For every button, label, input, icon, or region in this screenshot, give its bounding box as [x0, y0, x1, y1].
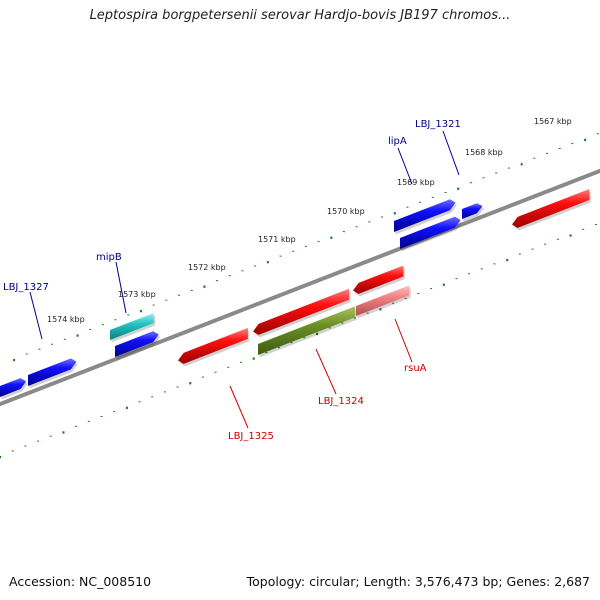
- scale-tick-label: 1571 kbp: [258, 235, 296, 244]
- genome-backbone: [0, 168, 600, 407]
- gene-label[interactable]: LBJ_1327: [3, 282, 49, 293]
- gene-arrow[interactable]: [178, 327, 248, 364]
- gene-label[interactable]: lipA: [388, 136, 407, 147]
- scale-tick-label: 1567 kbp: [534, 117, 572, 126]
- label-leader-line: [29, 291, 43, 340]
- gene-arrow-highlight[interactable]: [356, 285, 410, 316]
- gene-arrow[interactable]: [400, 216, 461, 249]
- scale-tick-label: 1573 kbp: [118, 290, 156, 299]
- gene-arrow[interactable]: [353, 265, 404, 294]
- label-leader-line: [442, 130, 460, 176]
- scale-tick-label: 1569 kbp: [397, 178, 435, 187]
- label-leader-line: [229, 385, 249, 429]
- scale-labels: 1567 kbp 1568 kbp 1569 kbp 1570 kbp 1571 kbp…: [47, 117, 572, 324]
- gene-features: [0, 188, 591, 400]
- gene-arrow[interactable]: [394, 199, 456, 232]
- gene-arrow[interactable]: [0, 378, 27, 397]
- scale-tick-label: 1572 kbp: [188, 263, 226, 272]
- genome-summary: Topology: circular; Length: 3,576,473 bp…: [246, 574, 590, 589]
- scale-tick-label: 1570 kbp: [327, 207, 365, 216]
- label-leader-line: [115, 261, 127, 314]
- gene-arrow[interactable]: [28, 358, 77, 386]
- gene-label[interactable]: LBJ_1324: [318, 396, 364, 407]
- gene-arrow[interactable]: [512, 188, 590, 228]
- gene-label[interactable]: rsuA: [404, 363, 427, 374]
- scale-tick-label: 1574 kbp: [47, 315, 85, 324]
- scale-tick-label: 1568 kbp: [465, 148, 503, 157]
- gene-arrow[interactable]: [115, 331, 159, 357]
- gene-label[interactable]: mipB: [96, 252, 122, 263]
- gene-arrow-highlight[interactable]: [258, 306, 355, 355]
- gene-label[interactable]: LBJ_1321: [415, 119, 461, 130]
- inner-tick-row: [0, 223, 597, 459]
- accession-text: Accession: NC_008510: [9, 574, 152, 589]
- gene-labels: LBJ_1321 lipA mipB LBJ_1327 rsuA LBJ_1324 LBJ_…: [3, 119, 461, 442]
- gene-arrow[interactable]: [253, 288, 349, 335]
- gene-arrow[interactable]: [462, 203, 483, 219]
- label-leader-line: [394, 318, 413, 363]
- gene-arrow-highlight[interactable]: [110, 312, 154, 340]
- outer-tick-row: [13, 133, 599, 362]
- label-leader-line: [397, 147, 413, 185]
- gene-label[interactable]: LBJ_1325: [228, 431, 274, 442]
- map-title: Leptospira borgpetersenii serovar Hardjo…: [89, 8, 511, 23]
- label-leader-line: [315, 348, 337, 395]
